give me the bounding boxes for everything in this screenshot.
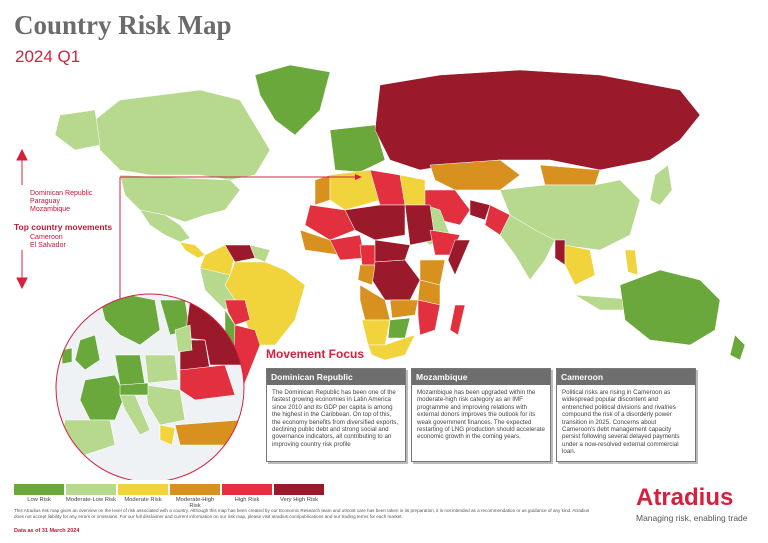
data-date: Data as of 31 March 2024 (14, 528, 80, 534)
card-text: Mozambique has been upgraded within the … (417, 389, 545, 441)
legend-item: Moderate Risk (118, 484, 168, 503)
legend-label: Moderate-Low Risk (66, 497, 116, 503)
card-title: Cameroon (557, 369, 695, 385)
country (359, 244, 376, 266)
country (329, 234, 366, 261)
country (564, 244, 596, 286)
legend-label: Very High Risk (279, 497, 318, 503)
card-text: The Dominican Republic has been one of t… (272, 389, 399, 448)
country (54, 109, 101, 151)
downgrade: El Salvador (30, 242, 66, 249)
downgrade-list: Cameroon El Salvador (30, 234, 66, 250)
legend-swatch (274, 484, 324, 495)
country (371, 259, 421, 301)
country (159, 424, 176, 446)
movement-arrows (16, 148, 28, 290)
upgrade: Paraguay (30, 198, 60, 205)
country (314, 174, 331, 206)
country (619, 269, 721, 346)
legend-label: Moderate Risk (124, 497, 162, 503)
subtitle: 2024 Q1 (15, 47, 81, 66)
country (374, 239, 411, 263)
upgrade: Dominican Republic (30, 190, 93, 197)
legend-item: Low Risk (14, 484, 64, 503)
country (329, 124, 386, 173)
country (119, 382, 149, 396)
country (144, 384, 186, 426)
country (144, 354, 179, 384)
risk-map (16, 64, 746, 480)
europe-inset (55, 293, 245, 480)
country (179, 241, 206, 259)
country (304, 204, 356, 241)
legend-swatch (222, 484, 272, 495)
country (429, 159, 521, 191)
legend-label: Low Risk (27, 497, 51, 503)
country (389, 299, 419, 319)
country (554, 239, 566, 266)
upgrade-list: Dominican Republic Paraguay Mozambique (30, 190, 92, 214)
country (174, 324, 193, 353)
country (79, 374, 126, 421)
country (254, 64, 331, 136)
country (729, 334, 746, 361)
card-text: Political risks are rising in Cameroon a… (562, 389, 680, 456)
legend-swatch (118, 484, 168, 495)
country (469, 199, 491, 221)
pointer-arrow (355, 174, 362, 180)
downgrade: Cameroon (30, 234, 63, 241)
legend-swatch (170, 484, 220, 495)
legend-item: Very High Risk (274, 484, 324, 503)
country (329, 169, 381, 211)
country (139, 209, 191, 243)
world-map (54, 64, 746, 396)
focus-card: Cameroon Political risks are rising in C… (556, 368, 696, 462)
country (387, 317, 411, 339)
legend-item: Moderate-Low Risk (66, 484, 116, 503)
country (417, 299, 441, 336)
country (61, 347, 73, 365)
country (74, 334, 101, 371)
legend-item: Moderate-High Risk (170, 484, 220, 509)
upgrade: Mozambique (30, 206, 71, 213)
movements-label: Top country movements (14, 222, 113, 232)
legend-swatch (66, 484, 116, 495)
country (357, 264, 376, 286)
country (447, 239, 471, 276)
country (624, 249, 639, 276)
title: Country Risk Map (14, 10, 232, 40)
focus-card: Dominican Republic The Dominican Republi… (266, 368, 406, 462)
country (94, 89, 271, 181)
card-title: Mozambique (412, 369, 550, 385)
country (449, 304, 466, 336)
country (367, 334, 416, 361)
country (649, 164, 673, 206)
country (344, 204, 406, 241)
legend-label: High Risk (234, 497, 260, 503)
legend-item: High Risk (222, 484, 272, 503)
brand-tagline: Managing risk, enabling trade (636, 513, 748, 523)
disclaimer: This Atradius risk map gives an overview… (14, 508, 590, 519)
country (179, 364, 236, 401)
country (404, 204, 436, 246)
country (499, 214, 556, 281)
country (224, 299, 251, 326)
brand-logo[interactable]: Atradius (636, 484, 734, 511)
legend-label: Moderate-High Risk (175, 497, 215, 509)
focus-title: Movement Focus (266, 347, 365, 361)
country (114, 354, 146, 386)
card-title: Dominican Republic (267, 369, 405, 385)
focus-card: Mozambique Mozambique has been upgraded … (411, 368, 551, 462)
country (361, 319, 391, 346)
legend-swatch (14, 484, 64, 495)
country (374, 69, 701, 171)
country (119, 174, 241, 223)
